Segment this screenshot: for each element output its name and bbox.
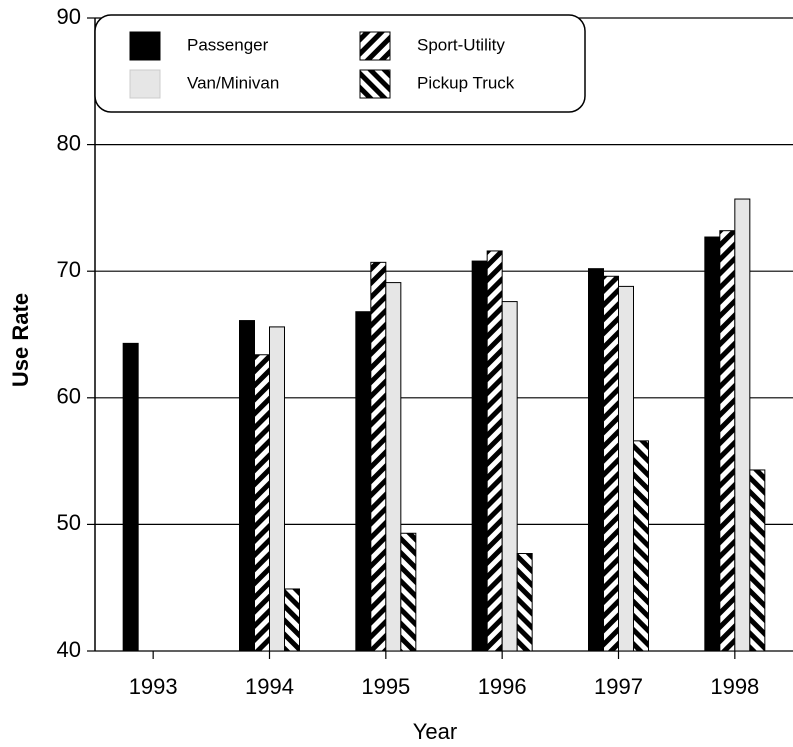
legend-swatch <box>129 69 161 99</box>
x-axis-title: Year <box>413 719 457 744</box>
legend-label: Sport-Utility <box>417 35 505 54</box>
bar <box>588 268 604 652</box>
bar <box>618 285 634 652</box>
y-tick-label: 50 <box>57 510 81 535</box>
legend-label: Pickup Truck <box>417 73 515 92</box>
x-tick-label: 1997 <box>594 674 643 699</box>
bar <box>269 326 285 652</box>
bar <box>749 469 766 652</box>
bar <box>471 260 488 652</box>
y-tick-label: 70 <box>57 257 81 282</box>
legend-swatch <box>129 31 161 61</box>
x-tick-label: 1993 <box>129 674 178 699</box>
bar <box>501 301 518 652</box>
bar <box>122 342 139 652</box>
bar <box>633 440 649 652</box>
bar <box>385 282 402 652</box>
y-tick-label: 60 <box>57 384 81 409</box>
x-tick-label: 1994 <box>245 674 294 699</box>
y-tick-label: 80 <box>57 130 81 155</box>
legend-box <box>94 14 586 113</box>
x-tick-label: 1995 <box>361 674 410 699</box>
bar <box>719 230 736 652</box>
legend-label: Van/Minivan <box>187 73 279 92</box>
legend-swatch <box>359 31 391 61</box>
x-tick-label: 1996 <box>478 674 527 699</box>
bar <box>516 553 533 652</box>
bar <box>239 320 255 652</box>
bar <box>400 532 417 652</box>
y-axis-title: Use Rate <box>8 293 33 387</box>
bar <box>370 261 387 652</box>
legend-label: Passenger <box>187 35 269 54</box>
bar <box>284 588 300 652</box>
x-tick-label: 1998 <box>710 674 759 699</box>
bar <box>486 250 503 652</box>
bar <box>254 354 270 652</box>
bar <box>704 236 721 652</box>
bar <box>734 198 751 652</box>
y-tick-label: 90 <box>57 4 81 29</box>
bar <box>355 311 372 652</box>
legend-swatch <box>359 69 391 99</box>
bar <box>603 275 619 652</box>
y-tick-label: 40 <box>57 637 81 662</box>
